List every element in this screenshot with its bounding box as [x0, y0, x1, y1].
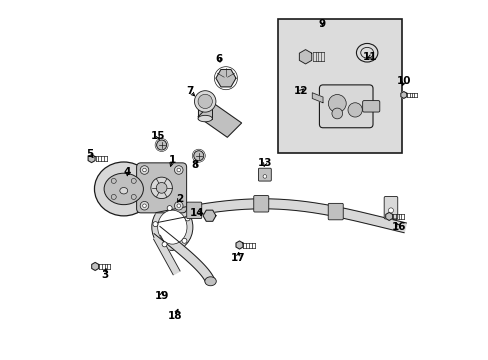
Text: 14: 14 [190, 208, 204, 218]
Polygon shape [216, 69, 235, 87]
Circle shape [174, 166, 183, 174]
Circle shape [327, 95, 346, 112]
Circle shape [131, 194, 136, 199]
Polygon shape [88, 154, 95, 163]
Bar [278, 19, 401, 153]
Ellipse shape [157, 210, 186, 244]
Circle shape [185, 216, 190, 221]
Polygon shape [92, 262, 99, 270]
Circle shape [151, 177, 172, 199]
Text: 9: 9 [318, 18, 325, 28]
Polygon shape [198, 101, 212, 118]
Text: 2: 2 [176, 194, 183, 203]
Circle shape [387, 208, 393, 213]
Ellipse shape [120, 188, 127, 194]
Circle shape [142, 204, 146, 207]
Polygon shape [400, 91, 406, 98]
Ellipse shape [198, 115, 212, 122]
Circle shape [131, 179, 136, 184]
Text: 6: 6 [215, 54, 222, 64]
Polygon shape [236, 241, 243, 249]
Circle shape [111, 179, 116, 184]
Text: 13: 13 [258, 158, 272, 168]
Polygon shape [153, 235, 180, 275]
Ellipse shape [204, 277, 216, 286]
Polygon shape [299, 50, 311, 64]
FancyBboxPatch shape [258, 168, 271, 181]
Circle shape [263, 175, 266, 178]
Circle shape [177, 204, 180, 207]
Text: 10: 10 [396, 76, 411, 86]
FancyBboxPatch shape [136, 163, 186, 213]
Circle shape [331, 108, 342, 119]
Text: 1: 1 [168, 156, 176, 165]
Circle shape [182, 238, 186, 243]
Circle shape [198, 94, 212, 109]
Circle shape [167, 206, 172, 211]
FancyBboxPatch shape [186, 202, 202, 219]
Text: 7: 7 [186, 86, 194, 96]
FancyBboxPatch shape [384, 197, 397, 219]
Text: 5: 5 [86, 149, 94, 159]
Polygon shape [312, 93, 323, 103]
Ellipse shape [360, 48, 373, 58]
Text: 15: 15 [150, 131, 165, 141]
Circle shape [156, 140, 166, 150]
Polygon shape [154, 226, 214, 284]
Text: 11: 11 [362, 52, 377, 62]
Polygon shape [156, 199, 406, 233]
FancyBboxPatch shape [253, 195, 268, 212]
Circle shape [162, 242, 167, 247]
FancyBboxPatch shape [327, 203, 343, 220]
Ellipse shape [151, 204, 192, 250]
Circle shape [142, 168, 146, 172]
Circle shape [193, 151, 203, 161]
Text: 12: 12 [293, 86, 307, 96]
Polygon shape [203, 210, 216, 221]
Ellipse shape [94, 162, 153, 216]
Text: 3: 3 [101, 270, 108, 280]
Text: 18: 18 [167, 311, 182, 321]
Text: 16: 16 [391, 222, 405, 232]
FancyBboxPatch shape [362, 100, 379, 112]
Circle shape [140, 202, 148, 210]
Circle shape [156, 183, 166, 193]
Circle shape [194, 91, 216, 112]
Circle shape [177, 168, 180, 172]
Circle shape [174, 202, 183, 210]
Text: 19: 19 [154, 291, 168, 301]
Text: 8: 8 [191, 160, 199, 170]
FancyBboxPatch shape [319, 85, 372, 128]
Circle shape [347, 103, 362, 117]
Circle shape [111, 194, 116, 199]
Polygon shape [385, 212, 392, 220]
Circle shape [153, 222, 158, 227]
Ellipse shape [104, 173, 143, 204]
Text: 17: 17 [230, 253, 245, 263]
Polygon shape [198, 103, 241, 137]
Circle shape [140, 166, 148, 174]
Text: 4: 4 [123, 167, 131, 177]
